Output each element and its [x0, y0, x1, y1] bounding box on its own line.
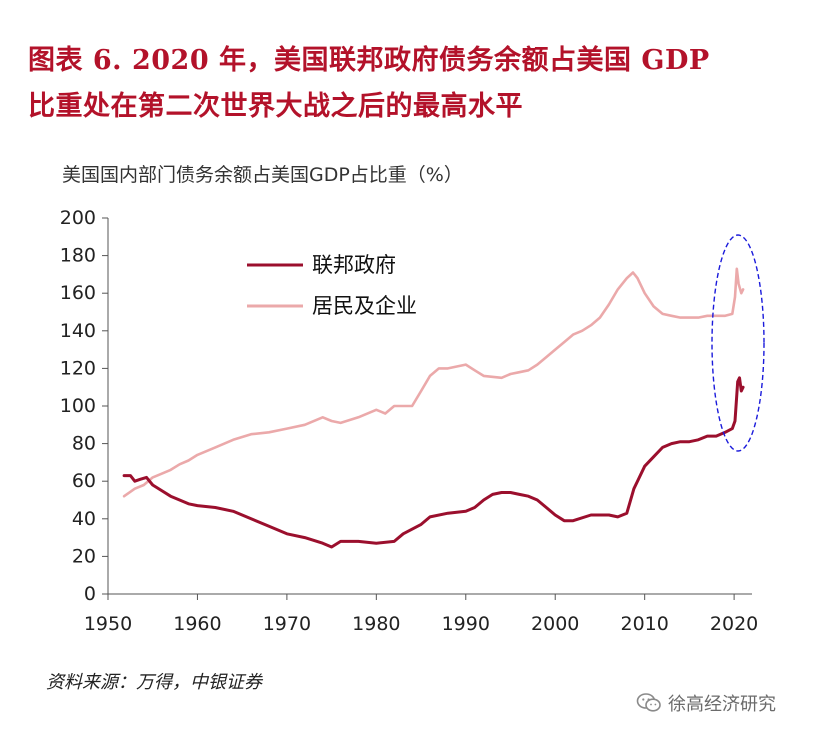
y-tick-label: 60 — [72, 470, 96, 492]
x-tick-label: 1990 — [442, 613, 490, 635]
series-line-household — [122, 267, 745, 498]
y-tick-label: 140 — [60, 320, 96, 342]
series-layer — [122, 267, 745, 549]
y-tick-label: 200 — [60, 207, 96, 229]
highlight-ellipse — [711, 234, 765, 452]
chart-title-line2: 比重处在第二次世界大战之后的最高水平 — [28, 91, 523, 122]
x-tick-label: 1950 — [84, 613, 132, 635]
y-tick-label: 180 — [60, 245, 96, 267]
watermark: 徐高经济研究 — [636, 690, 776, 716]
source-note: 资料来源：万得，中银证券 — [46, 672, 262, 693]
y-tick-label: 80 — [72, 433, 96, 455]
x-tick-label: 1960 — [173, 613, 221, 635]
x-tick-label: 2020 — [710, 613, 758, 635]
x-tick-label: 2000 — [531, 613, 579, 635]
y-tick-label: 20 — [72, 545, 96, 567]
axes-layer: 0 20 40 60 80 100 120 140 160 180 200 1950 1960 1970 1… — [60, 207, 759, 635]
x-tick-label: 2010 — [620, 613, 668, 635]
x-tick-label: 1970 — [263, 613, 311, 635]
wechat-icon — [636, 693, 661, 712]
y-tick-label: 160 — [60, 282, 96, 304]
watermark-text: 徐高经济研究 — [668, 694, 776, 715]
plot-title: 美国国内部门债务余额占美国GDP占比重（%） — [62, 164, 463, 186]
legend-label-household: 居民及企业 — [312, 294, 417, 318]
y-tick-label: 100 — [60, 395, 96, 417]
chart-title-line1: 图表 6. 2020 年，美国联邦政府债务余额占美国 GDP — [28, 45, 710, 76]
series-line-federal — [122, 376, 745, 549]
legend-label-federal: 联邦政府 — [312, 253, 396, 277]
x-tick-label: 1980 — [352, 613, 400, 635]
y-tick-label: 0 — [84, 583, 96, 605]
y-tick-label: 40 — [72, 508, 96, 530]
y-tick-label: 120 — [60, 357, 96, 379]
